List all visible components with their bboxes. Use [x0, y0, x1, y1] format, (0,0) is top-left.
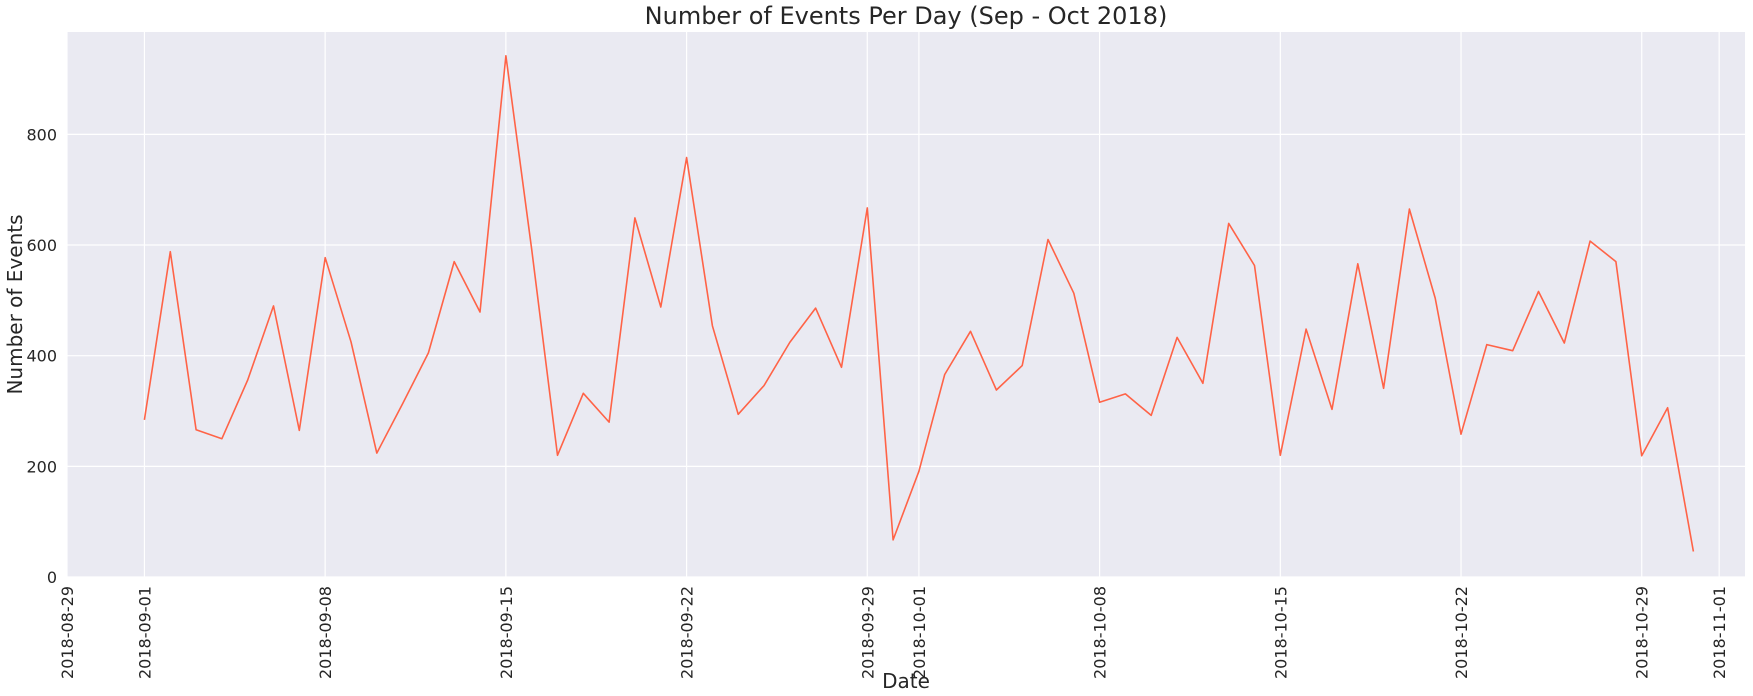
- x-axis-label: Date: [882, 669, 930, 693]
- x-tick-label: 2018-10-29: [1633, 586, 1652, 679]
- x-tick-label: 2018-10-01: [910, 586, 929, 679]
- y-tick-label: 200: [26, 457, 57, 476]
- x-tick-label: 2018-10-22: [1452, 586, 1471, 679]
- x-tick-label: 2018-09-29: [858, 586, 877, 679]
- y-axis-label: Number of Events: [3, 214, 27, 394]
- x-tick-label: 2018-09-01: [135, 586, 154, 679]
- series-line: [143, 54, 1695, 552]
- y-tick-label: 400: [26, 347, 57, 366]
- tick-labels: 0 200 400 600 800 2018-08-29 2018-09-01 2018-09…: [26, 125, 1729, 679]
- x-tick-label: 2018-10-08: [1091, 586, 1110, 679]
- x-tick-label: 2018-10-15: [1271, 586, 1290, 679]
- y-tick-label: 800: [26, 125, 57, 144]
- chart-title: Number of Events Per Day (Sep - Oct 2018…: [645, 2, 1168, 30]
- x-tick-label: 2018-09-15: [497, 586, 516, 679]
- x-tick-label: 2018-09-22: [678, 586, 697, 679]
- grid-lines: [66, 32, 1745, 578]
- series-layer: [143, 54, 1695, 552]
- x-tick-label: 2018-11-01: [1710, 586, 1729, 679]
- y-tick-label: 0: [47, 568, 57, 587]
- x-tick-label: 2018-09-08: [316, 586, 335, 679]
- y-tick-label: 600: [26, 236, 57, 255]
- x-tick-label: 2018-08-29: [58, 586, 77, 679]
- plot-area: [67, 32, 1745, 577]
